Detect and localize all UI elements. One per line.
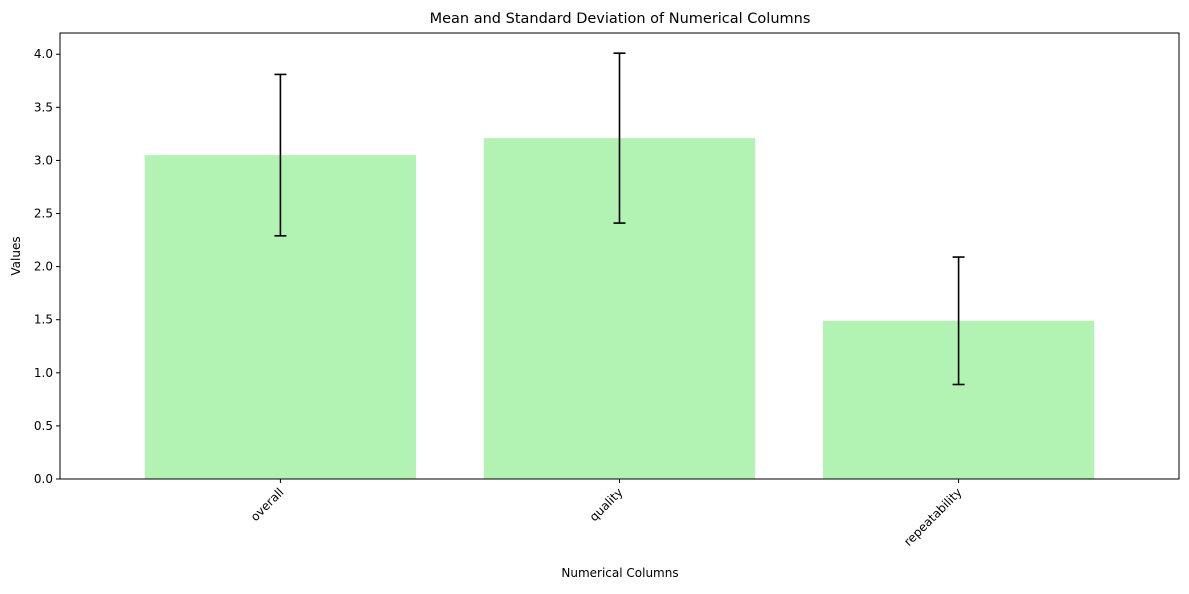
x-axis-ticks: overall quality repeatability — [248, 479, 965, 549]
x-axis-title: Numerical Columns — [561, 566, 678, 580]
x-tick-label-quality: quality — [587, 485, 626, 524]
y-axis-ticks: 0.0 0.5 1.0 1.5 2.0 2.5 3.0 3.5 4.0 — [34, 47, 60, 486]
y-tick-label: 1.5 — [34, 313, 53, 327]
error-bars-layer — [274, 52, 965, 386]
y-tick-label: 0.0 — [34, 472, 53, 486]
chart-title: Mean and Standard Deviation of Numerical… — [430, 11, 811, 27]
x-tick-label-overall: overall — [248, 485, 287, 524]
error-bar-repeatability — [952, 256, 965, 386]
x-tick-label-repeatability: repeatability — [901, 485, 965, 549]
error-bar-quality — [613, 52, 626, 224]
y-tick-label: 3.0 — [34, 153, 53, 167]
y-tick-label: 0.5 — [34, 419, 53, 433]
error-bar-overall — [274, 73, 287, 237]
y-tick-label: 1.0 — [34, 366, 53, 380]
y-tick-label: 2.5 — [34, 207, 53, 221]
y-tick-label: 3.5 — [34, 100, 53, 114]
y-axis-title: Values — [9, 236, 23, 275]
y-tick-label: 2.0 — [34, 260, 53, 274]
y-tick-label: 4.0 — [34, 47, 53, 61]
